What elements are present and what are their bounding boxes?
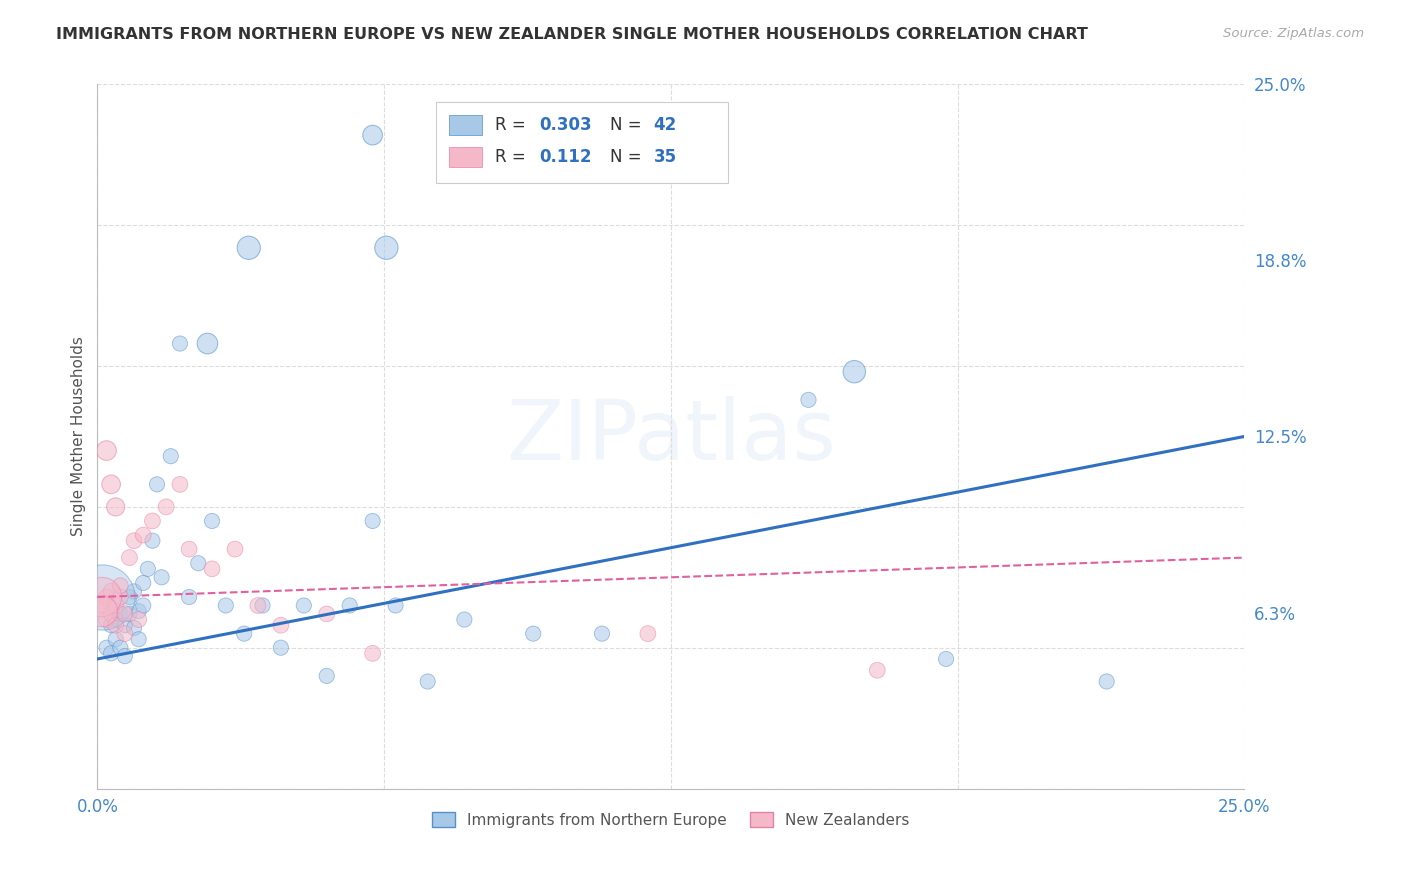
- Point: [591, 626, 613, 640]
- Point: [100, 584, 122, 599]
- Point: [100, 607, 122, 621]
- Point: [270, 640, 292, 655]
- Point: [146, 477, 169, 491]
- Point: [100, 477, 122, 491]
- Point: [104, 632, 127, 647]
- Point: [91, 604, 114, 618]
- Point: [114, 607, 136, 621]
- Point: [361, 646, 384, 660]
- Point: [110, 640, 132, 655]
- Point: [150, 570, 173, 584]
- Point: [384, 599, 406, 613]
- Point: [100, 646, 122, 660]
- Y-axis label: Single Mother Households: Single Mother Households: [72, 336, 86, 536]
- Point: [110, 579, 132, 593]
- Point: [177, 590, 200, 604]
- Point: [201, 562, 224, 576]
- Point: [118, 550, 141, 565]
- Point: [270, 618, 292, 632]
- Point: [118, 607, 141, 621]
- Point: [122, 533, 145, 548]
- Point: [292, 599, 315, 613]
- Text: N =: N =: [610, 148, 647, 166]
- Point: [141, 514, 163, 528]
- Point: [797, 392, 820, 407]
- Point: [136, 562, 159, 576]
- Point: [114, 618, 136, 632]
- Point: [637, 626, 659, 640]
- Point: [91, 590, 114, 604]
- Point: [177, 542, 200, 557]
- Point: [159, 449, 181, 463]
- Point: [96, 590, 118, 604]
- Point: [104, 613, 127, 627]
- Point: [224, 542, 246, 557]
- Point: [238, 241, 260, 255]
- Bar: [450, 147, 482, 167]
- Text: Source: ZipAtlas.com: Source: ZipAtlas.com: [1223, 27, 1364, 40]
- FancyBboxPatch shape: [436, 102, 728, 183]
- Point: [201, 514, 224, 528]
- Text: 0.112: 0.112: [538, 148, 592, 166]
- Text: 42: 42: [654, 116, 676, 135]
- Point: [114, 626, 136, 640]
- Point: [522, 626, 544, 640]
- Point: [104, 599, 127, 613]
- Point: [866, 663, 889, 677]
- Point: [132, 528, 155, 542]
- Point: [96, 443, 118, 458]
- Point: [215, 599, 238, 613]
- Legend: Immigrants from Northern Europe, New Zealanders: Immigrants from Northern Europe, New Zea…: [426, 805, 915, 834]
- Point: [246, 599, 269, 613]
- Text: IMMIGRANTS FROM NORTHERN EUROPE VS NEW ZEALANDER SINGLE MOTHER HOUSEHOLDS CORREL: IMMIGRANTS FROM NORTHERN EUROPE VS NEW Z…: [56, 27, 1088, 42]
- Text: N =: N =: [610, 116, 647, 135]
- Point: [1095, 674, 1118, 689]
- Point: [339, 599, 361, 613]
- Point: [128, 613, 150, 627]
- Point: [114, 649, 136, 664]
- Point: [104, 618, 127, 632]
- Point: [935, 652, 957, 666]
- Point: [361, 128, 384, 142]
- Point: [187, 556, 209, 570]
- Point: [375, 241, 398, 255]
- Point: [96, 640, 118, 655]
- Point: [118, 590, 141, 604]
- Point: [197, 336, 219, 351]
- Point: [128, 604, 150, 618]
- Point: [110, 590, 132, 604]
- Text: R =: R =: [495, 148, 537, 166]
- Point: [91, 590, 114, 604]
- Text: 35: 35: [654, 148, 676, 166]
- Point: [169, 477, 191, 491]
- Text: 0.303: 0.303: [538, 116, 592, 135]
- Point: [361, 514, 384, 528]
- Point: [132, 599, 155, 613]
- Point: [128, 632, 150, 647]
- Point: [141, 533, 163, 548]
- Point: [169, 336, 191, 351]
- Point: [104, 500, 127, 514]
- Point: [155, 500, 177, 514]
- Point: [252, 599, 274, 613]
- Point: [315, 669, 337, 683]
- Point: [315, 607, 337, 621]
- Text: R =: R =: [495, 116, 531, 135]
- Point: [122, 621, 145, 635]
- Bar: [450, 115, 482, 135]
- Point: [91, 599, 114, 613]
- Point: [100, 618, 122, 632]
- Point: [96, 613, 118, 627]
- Point: [453, 613, 475, 627]
- Point: [122, 584, 145, 599]
- Point: [233, 626, 256, 640]
- Text: ZIPatlas: ZIPatlas: [506, 396, 835, 477]
- Point: [844, 365, 866, 379]
- Point: [132, 576, 155, 591]
- Point: [110, 607, 132, 621]
- Point: [416, 674, 439, 689]
